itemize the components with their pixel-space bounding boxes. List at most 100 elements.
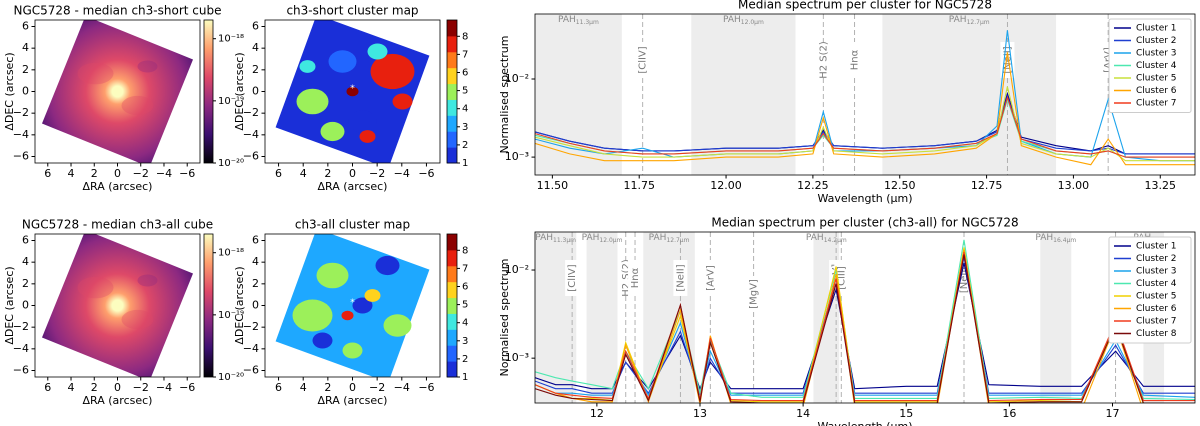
x-axis-label: ΔRA (arcsec) xyxy=(318,180,388,193)
cluster-region xyxy=(375,255,400,276)
x-tick-label: 4 xyxy=(300,381,307,394)
spectrum-line xyxy=(535,95,1195,158)
feature-label: [NeIII] xyxy=(959,263,970,293)
y-tick-label: −4 xyxy=(243,342,259,355)
axes-frame xyxy=(534,13,1196,176)
spectrum-line xyxy=(535,91,1195,155)
image-structure xyxy=(121,309,154,330)
legend-label: Cluster 5 xyxy=(1136,292,1177,302)
chart-title: NGC5728 - median ch3-short cube xyxy=(14,4,222,18)
colorbar-frame xyxy=(203,19,214,164)
cluster-region xyxy=(370,53,415,90)
plot-area: [ClIV]H2 S(2)Hnα[NeII][ArV][MgV][NeV][Cl… xyxy=(535,232,1195,403)
colorbar-tick-label: 7 xyxy=(462,49,468,60)
y-tick-label: −2 xyxy=(243,106,259,119)
colorbar-tick-label: 10⁻¹⁸ xyxy=(218,34,244,45)
legend-label: Cluster 3 xyxy=(1136,49,1177,59)
colorbar-frame xyxy=(203,233,214,378)
x-tick-label: 2 xyxy=(91,381,98,394)
feature-label: [ClIV] xyxy=(638,46,649,73)
feature-label-bg xyxy=(635,42,650,78)
colorbar-tick-label: 10⁻¹⁹ xyxy=(218,96,244,107)
colorbar-segment xyxy=(447,297,457,314)
y-tick-label: 2 xyxy=(252,63,259,76)
x-axis-label: ΔRA (arcsec) xyxy=(318,394,388,407)
x-tick-label: 12.50 xyxy=(884,179,916,192)
colorbar-tick-label: 1 xyxy=(462,158,468,169)
colorbar-tick-label: 2 xyxy=(462,354,468,365)
y-axis-label: ΔDEC (arcsec) xyxy=(233,266,246,344)
colorbar-segment xyxy=(447,131,457,148)
colorbar-tick-label: 1 xyxy=(462,372,468,383)
colorbar-tick-label: 10⁻²⁰ xyxy=(218,158,244,169)
feature-label: H2 S(2) xyxy=(818,41,829,79)
colorbar-tick-label: 5 xyxy=(462,86,468,97)
legend-label: Cluster 7 xyxy=(1136,99,1177,109)
pah-label: PAH11.3μm xyxy=(535,233,576,244)
image-structure xyxy=(121,95,154,116)
spectrum-line xyxy=(535,262,1195,391)
image-structure xyxy=(137,60,158,73)
y-tick-label: −6 xyxy=(13,364,29,377)
pah-label-sub: 14.2μm xyxy=(824,237,847,244)
x-tick-label: −4 xyxy=(394,381,410,394)
x-tick-label: −2 xyxy=(369,381,385,394)
pah-band xyxy=(643,232,695,403)
colorbar-segment xyxy=(447,249,457,267)
cluster-region xyxy=(316,262,349,289)
legend-label: Cluster 4 xyxy=(1136,61,1177,71)
x-tick-label: 4 xyxy=(300,167,307,180)
colorbar-segment xyxy=(447,329,457,346)
y-tick-label: −2 xyxy=(243,320,259,333)
y-tick-label: 6 xyxy=(252,20,259,33)
image xyxy=(41,234,194,377)
feature-label: [ClII] xyxy=(836,266,847,290)
cluster-region xyxy=(346,86,359,97)
legend-label: Cluster 6 xyxy=(1136,304,1177,314)
pah-label-name: PAH xyxy=(806,233,824,243)
x-axis-label: Wavelength (μm) xyxy=(817,420,912,426)
pah-label-sub: 11.3μm xyxy=(576,19,599,26)
legend-label: Cluster 5 xyxy=(1136,74,1177,84)
plot-area xyxy=(275,20,430,163)
y-tick-label: −6 xyxy=(243,150,259,163)
pah-label-name: PAH xyxy=(723,15,741,25)
y-tick-label: −2 xyxy=(13,320,29,333)
pah-label-name: PAH xyxy=(1035,233,1053,243)
x-tick-label: −4 xyxy=(394,167,410,180)
y-tick-label: −4 xyxy=(243,128,259,141)
colorbar-frame xyxy=(446,19,458,164)
x-tick-label: −6 xyxy=(179,381,195,394)
plot-area xyxy=(275,234,430,377)
y-tick-label: 0 xyxy=(22,299,29,312)
feature-label: H2 S(2) xyxy=(621,259,632,297)
colorbar-segment xyxy=(447,265,457,283)
legend-box xyxy=(1108,236,1192,344)
x-tick-label: 15 xyxy=(899,407,913,420)
colorbar-tick-label: 4 xyxy=(462,104,468,115)
pah-band xyxy=(586,232,618,403)
cluster-region xyxy=(328,50,357,73)
pah-label: PAH12.7μm xyxy=(949,15,990,26)
cluster-region xyxy=(342,342,363,359)
pah-label: PAH14.2μm xyxy=(806,233,847,244)
colorbar-tick-label: 2 xyxy=(462,140,468,151)
colorbar-segment xyxy=(447,99,457,116)
x-tick-label: −2 xyxy=(369,167,385,180)
colorbar-tick-label: 3 xyxy=(462,336,468,347)
colorbar-segment xyxy=(447,234,457,251)
cluster-region xyxy=(341,310,354,321)
feature-label-bg xyxy=(673,260,688,296)
colorbar xyxy=(204,20,213,163)
pah-label: PAH11.3μm xyxy=(558,15,599,26)
y-tick-label: 10⁻³ xyxy=(505,150,529,163)
pah-label-sub: 11.3μm xyxy=(553,237,576,244)
x-tick-label: −2 xyxy=(133,381,149,394)
plot-area xyxy=(41,234,194,377)
x-tick-label: 2 xyxy=(324,381,331,394)
x-tick-label: −6 xyxy=(418,167,434,180)
x-tick-label: 0 xyxy=(114,167,121,180)
image-structure xyxy=(137,274,158,287)
colorbar-segment xyxy=(447,345,457,362)
chart-title: ch3-all cluster map xyxy=(295,218,410,232)
